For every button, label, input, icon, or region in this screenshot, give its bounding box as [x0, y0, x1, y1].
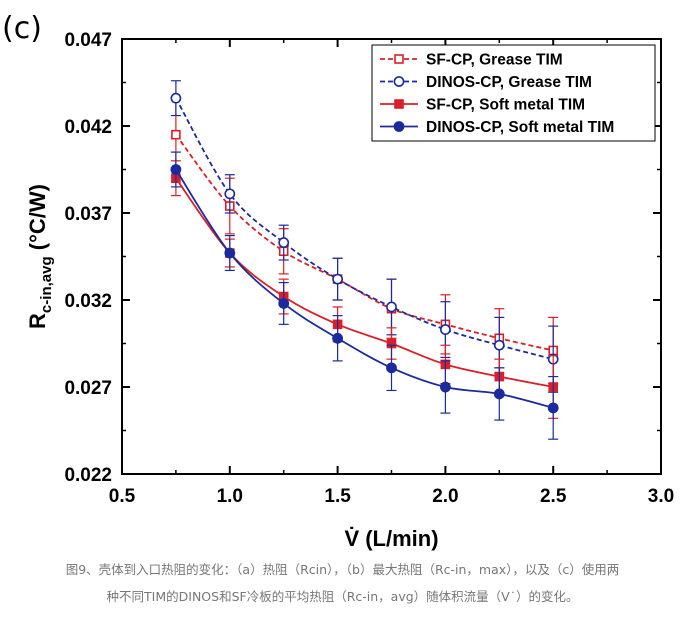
- x-tick-label: 2.0: [432, 486, 458, 507]
- data-point: [224, 247, 236, 259]
- y-tick-label: 0.027: [64, 378, 112, 399]
- legend: SF-CP, Grease TIM DINOS-CP, Grease TIM SF-…: [371, 44, 656, 142]
- data-point: [386, 362, 397, 374]
- panel-label: (c): [2, 11, 42, 46]
- series-line: [175, 97, 554, 361]
- legend-entry: SF-CP, Soft metal TIM: [380, 97, 585, 114]
- axes: 0.5 1.0 1.5 2.0 2.5 3.0 0.022 0.027 0.032 0.037 0.…: [25, 30, 674, 551]
- legend-entry: SF-CP, Grease TIM: [380, 52, 563, 69]
- legend-marker: [394, 54, 404, 64]
- y-axis-title: Rc-in,avg (°C/W): [25, 184, 55, 329]
- series-line: [175, 134, 554, 352]
- legend-marker: [394, 99, 404, 109]
- y-axis-title-main: R: [25, 313, 50, 329]
- y-tick-label: 0.047: [64, 30, 112, 51]
- data-point: [224, 188, 236, 200]
- data-point: [439, 381, 451, 393]
- legend-label: DINOS-CP, Soft metal TIM: [426, 119, 614, 136]
- y-tick-label: 0.032: [64, 291, 112, 312]
- legend-label: SF-CP, Soft metal TIM: [426, 97, 585, 114]
- figure-caption: 图9、壳体到入口热阻的变化：（a）热阻（Rcin），（b）最大热阻（Rc-in，…: [0, 556, 685, 610]
- data-point: [171, 129, 181, 140]
- x-tick-label: 1.5: [324, 486, 351, 507]
- data-point: [493, 339, 505, 351]
- y-tick-label: 0.037: [64, 204, 112, 225]
- data-point: [493, 388, 505, 400]
- caption-line-1: 图9、壳体到入口热阻的变化：（a）热阻（Rcin），（b）最大热阻（Rc-in，…: [65, 562, 620, 577]
- y-tick-label: 0.022: [64, 465, 112, 486]
- legend-entry: DINOS-CP, Soft metal TIM: [380, 119, 614, 136]
- data-point: [386, 301, 397, 313]
- legend-marker: [393, 121, 405, 132]
- legend-entry: DINOS-CP, Grease TIM: [380, 74, 592, 91]
- y-tick-label: 0.042: [64, 117, 112, 138]
- x-tick-label: 0.5: [109, 486, 136, 507]
- series-4: [170, 151, 559, 440]
- data-point: [332, 332, 343, 344]
- x-tick-label: 3.0: [648, 486, 674, 507]
- data-point: [332, 273, 343, 285]
- y-axis-title-unit: (°C/W): [25, 184, 50, 256]
- chart-figure: (c) 0.5 1.0 1.5 2.0 2.5 3.0 0.022 0.027 0.032 0.0…: [2, 11, 674, 551]
- x-tick-label: 2.5: [540, 486, 567, 507]
- plot-area: [170, 80, 559, 440]
- legend-marker: [393, 76, 405, 87]
- data-point: [170, 164, 182, 175]
- x-tick-label: 1.0: [217, 486, 243, 507]
- legend-label: SF-CP, Grease TIM: [426, 52, 563, 69]
- data-point: [439, 324, 451, 335]
- y-axis-title-subscript: c-in,avg: [38, 256, 55, 313]
- data-point: [278, 237, 290, 248]
- data-point: [278, 298, 290, 309]
- legend-box: [371, 44, 656, 142]
- caption-line-2: 种不同TIM的DINOS和SF冷板的平均热阻（Rc-in，avg）随体积流量（V…: [106, 589, 579, 604]
- legend-label: DINOS-CP, Grease TIM: [426, 74, 592, 91]
- series-3: [170, 160, 559, 419]
- data-point: [547, 402, 559, 414]
- x-axis-title: V̇ (L/min): [344, 526, 438, 551]
- data-point: [170, 92, 182, 104]
